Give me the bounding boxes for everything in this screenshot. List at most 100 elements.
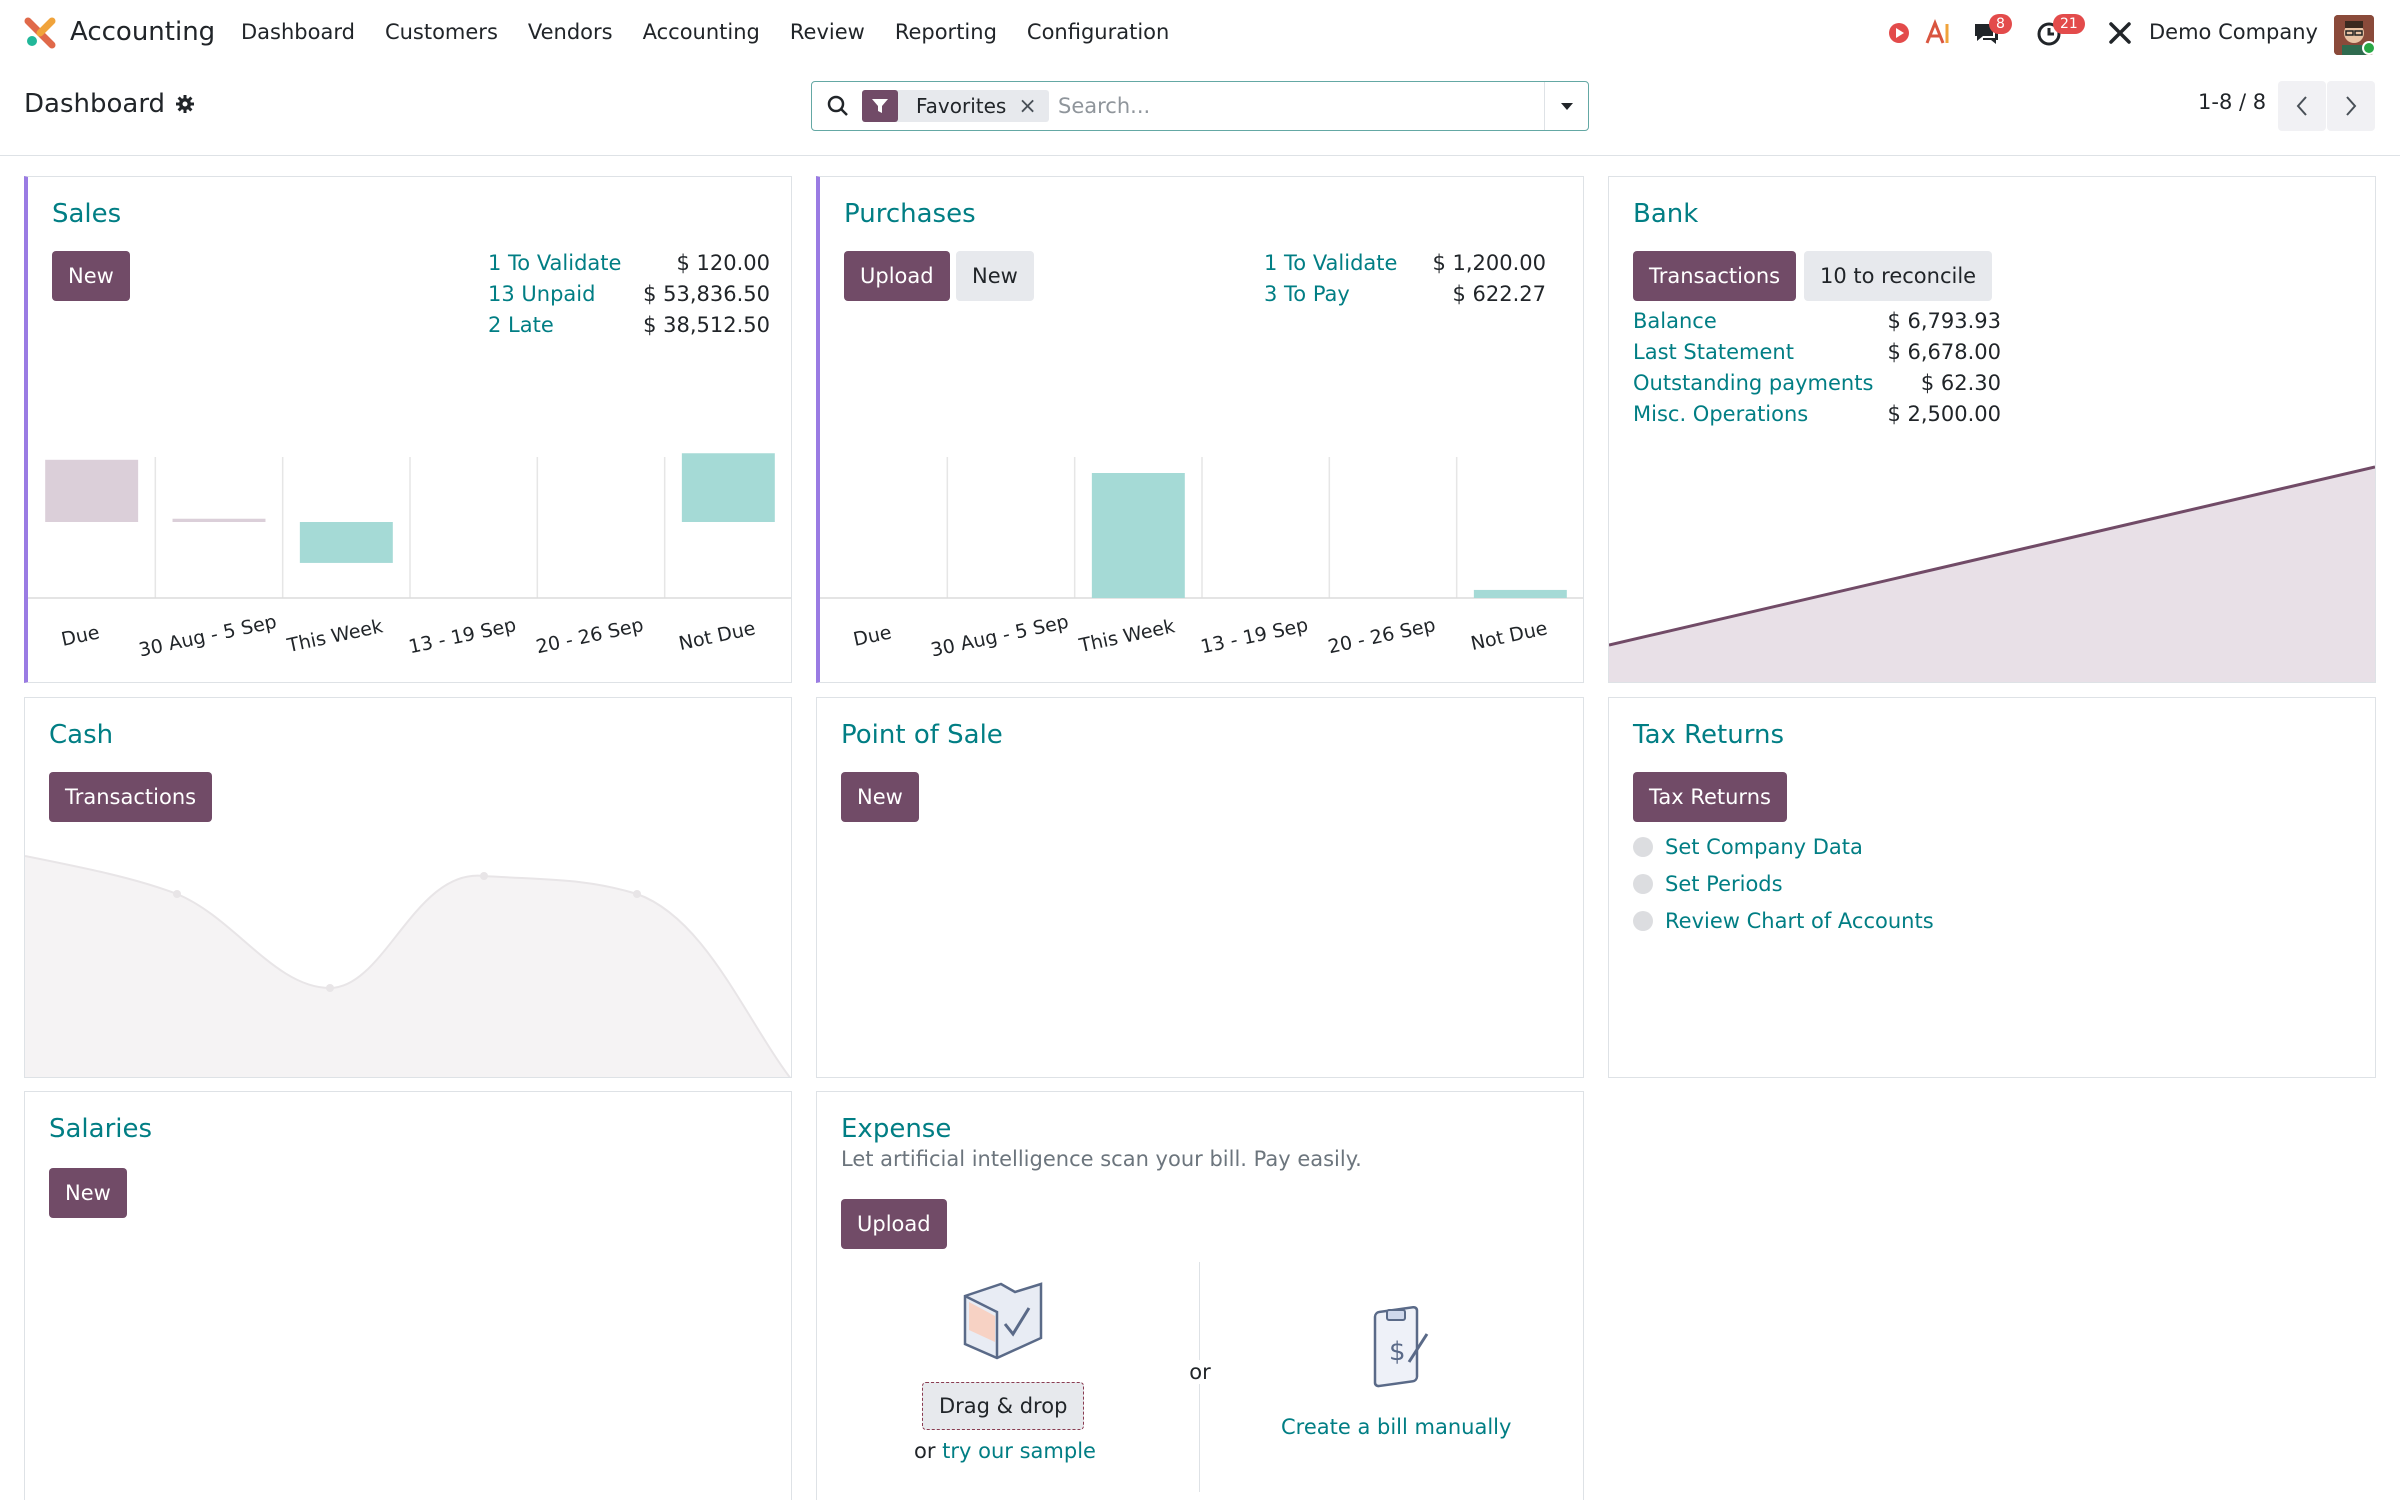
tax-returns-card: Tax Returns Tax Returns Set Company Data…: [1608, 697, 2376, 1078]
search-input[interactable]: [1058, 92, 1528, 120]
menu-vendors[interactable]: Vendors: [527, 20, 613, 44]
search-icon[interactable]: [826, 94, 850, 118]
cash-sample-line-chart: [25, 855, 791, 1077]
sales-new-button[interactable]: New: [52, 251, 130, 301]
pos-new-button[interactable]: New: [841, 772, 919, 822]
purchases-tick-label: This Week: [1076, 615, 1176, 657]
purchases-tick-label: Due: [851, 621, 893, 650]
salaries-new-button[interactable]: New: [49, 1168, 127, 1218]
search-bar: Favorites ×: [811, 81, 1589, 131]
sales-bar[interactable]: [299, 522, 393, 563]
caret-down-icon: [1560, 103, 1573, 110]
menu-dashboard[interactable]: Dashboard: [241, 20, 355, 44]
record-icon[interactable]: [1884, 18, 1914, 48]
chevron-right-icon: [2346, 96, 2357, 116]
messages-badge: 8: [1989, 14, 2012, 34]
create-bill-manually-link[interactable]: Create a bill manually: [1281, 1415, 1512, 1439]
pager-previous[interactable]: [2278, 81, 2326, 131]
menu-review[interactable]: Review: [789, 20, 865, 44]
purchases-stat-label[interactable]: 3 To Pay: [1264, 282, 1350, 306]
page-title: Dashboard: [24, 89, 166, 119]
clock-icon: [2037, 22, 2061, 46]
sales-tick-label: 30 Aug - 5 Sep: [137, 611, 279, 662]
user-avatar[interactable]: [2334, 15, 2374, 55]
bank-transactions-button[interactable]: Transactions: [1633, 251, 1797, 301]
sales-stat-label[interactable]: 1 To Validate: [488, 251, 622, 275]
sales-tick-label: This Week: [284, 615, 384, 657]
sales-tick-label: Not Due: [677, 617, 758, 655]
purchases-stat-value: $ 1,200.00: [1432, 251, 1546, 275]
gear-icon[interactable]: [175, 94, 195, 114]
sales-stat-label[interactable]: 2 Late: [488, 313, 554, 337]
tax-step-label[interactable]: Set Periods: [1665, 872, 1783, 896]
bank-stat-label[interactable]: Misc. Operations: [1633, 402, 1809, 426]
accounting-app-icon[interactable]: [24, 17, 56, 49]
chat-icon: [1975, 24, 1998, 44]
bank-reconcile-button[interactable]: 10 to reconcile: [1804, 251, 1993, 301]
tax-returns-button[interactable]: Tax Returns: [1633, 772, 1787, 822]
activities-button[interactable]: 21: [2035, 14, 2085, 48]
step-status-dot: [1633, 874, 1653, 894]
pager-next[interactable]: [2327, 81, 2375, 131]
tax-title[interactable]: Tax Returns: [1633, 720, 1784, 750]
ai-icon[interactable]: [1924, 18, 1954, 48]
purchases-bar[interactable]: [1091, 473, 1185, 598]
cash-sample-point: [480, 872, 488, 880]
purchases-new-button[interactable]: New: [956, 251, 1034, 301]
bank-stat-value: $ 6,678.00: [1887, 340, 2001, 364]
online-status-dot: [2362, 41, 2376, 55]
purchases-bar[interactable]: [1473, 589, 1567, 598]
sales-bar[interactable]: [172, 518, 266, 522]
drag-drop-zone[interactable]: Drag & drop: [922, 1382, 1085, 1430]
menu-accounting[interactable]: Accounting: [642, 20, 760, 44]
expense-subtitle: Let artificial intelligence scan your bi…: [841, 1147, 1362, 1171]
pos-title[interactable]: Point of Sale: [841, 720, 1003, 750]
bank-title[interactable]: Bank: [1633, 199, 1699, 229]
menu-customers[interactable]: Customers: [384, 20, 498, 44]
bill-clipboard-icon: $: [1373, 1305, 1429, 1388]
purchases-stat-label[interactable]: 1 To Validate: [1264, 251, 1398, 275]
expense-title[interactable]: Expense: [841, 1114, 952, 1144]
cash-title[interactable]: Cash: [49, 720, 114, 750]
pager-value[interactable]: 1-8 / 8: [2198, 90, 2267, 114]
sales-stat-label[interactable]: 13 Unpaid: [488, 282, 596, 306]
purchases-bar-chart: Due 30 Aug - 5 Sep This Week 13 - 19 Sep 20 …: [820, 457, 1583, 662]
tax-step-label[interactable]: Set Company Data: [1665, 835, 1863, 859]
company-switcher[interactable]: Demo Company: [2149, 20, 2318, 44]
purchases-tick-label: 20 - 26 Sep: [1326, 614, 1437, 658]
cash-transactions-button[interactable]: Transactions: [49, 772, 213, 822]
search-options-toggle[interactable]: [1544, 82, 1588, 130]
tax-step-item[interactable]: Review Chart of Accounts: [1633, 909, 1934, 933]
try-sample-link[interactable]: try our sample: [942, 1439, 1096, 1463]
sales-journal-card: Sales New 1 To Validate $ 120.00 13 Unpa…: [24, 176, 792, 683]
bank-balance-line-chart: [1609, 465, 2375, 682]
bank-stat-label[interactable]: Last Statement: [1633, 340, 1794, 364]
app-name[interactable]: Accounting: [70, 17, 216, 47]
sales-bar[interactable]: [681, 453, 775, 522]
tax-step-item[interactable]: Set Company Data: [1633, 835, 1863, 859]
menu-configuration[interactable]: Configuration: [1026, 20, 1170, 44]
sales-bar-chart: Due 30 Aug - 5 Sep This Week 13 - 19 Sep 20 …: [28, 453, 791, 662]
tax-step-item[interactable]: Set Periods: [1633, 872, 1783, 896]
debug-tools-icon[interactable]: [2105, 18, 2135, 48]
facet-remove-icon[interactable]: ×: [1018, 93, 1037, 119]
chevron-left-icon: [2296, 96, 2307, 116]
bank-stat-label[interactable]: Balance: [1633, 309, 1717, 333]
bank-stat-label[interactable]: Outstanding payments: [1633, 371, 1874, 395]
tax-step-label[interactable]: Review Chart of Accounts: [1665, 909, 1934, 933]
messages-button[interactable]: 8: [1971, 14, 2012, 48]
step-status-dot: [1633, 911, 1653, 931]
salaries-title[interactable]: Salaries: [49, 1114, 153, 1144]
sales-bar[interactable]: [45, 459, 139, 522]
purchases-title[interactable]: Purchases: [844, 199, 976, 229]
purchases-tick-label: 30 Aug - 5 Sep: [929, 611, 1071, 662]
sales-title[interactable]: Sales: [52, 199, 122, 229]
purchases-tick-label: Not Due: [1469, 617, 1550, 655]
purchases-upload-button[interactable]: Upload: [844, 251, 950, 301]
expense-upload-button[interactable]: Upload: [841, 1199, 947, 1249]
menu-reporting[interactable]: Reporting: [894, 20, 997, 44]
sales-stat-value: $ 53,836.50: [643, 282, 770, 306]
bank-balance-area: [1609, 467, 2375, 682]
sales-stat-value: $ 120.00: [676, 251, 770, 275]
activities-badge: 21: [2053, 14, 2085, 34]
